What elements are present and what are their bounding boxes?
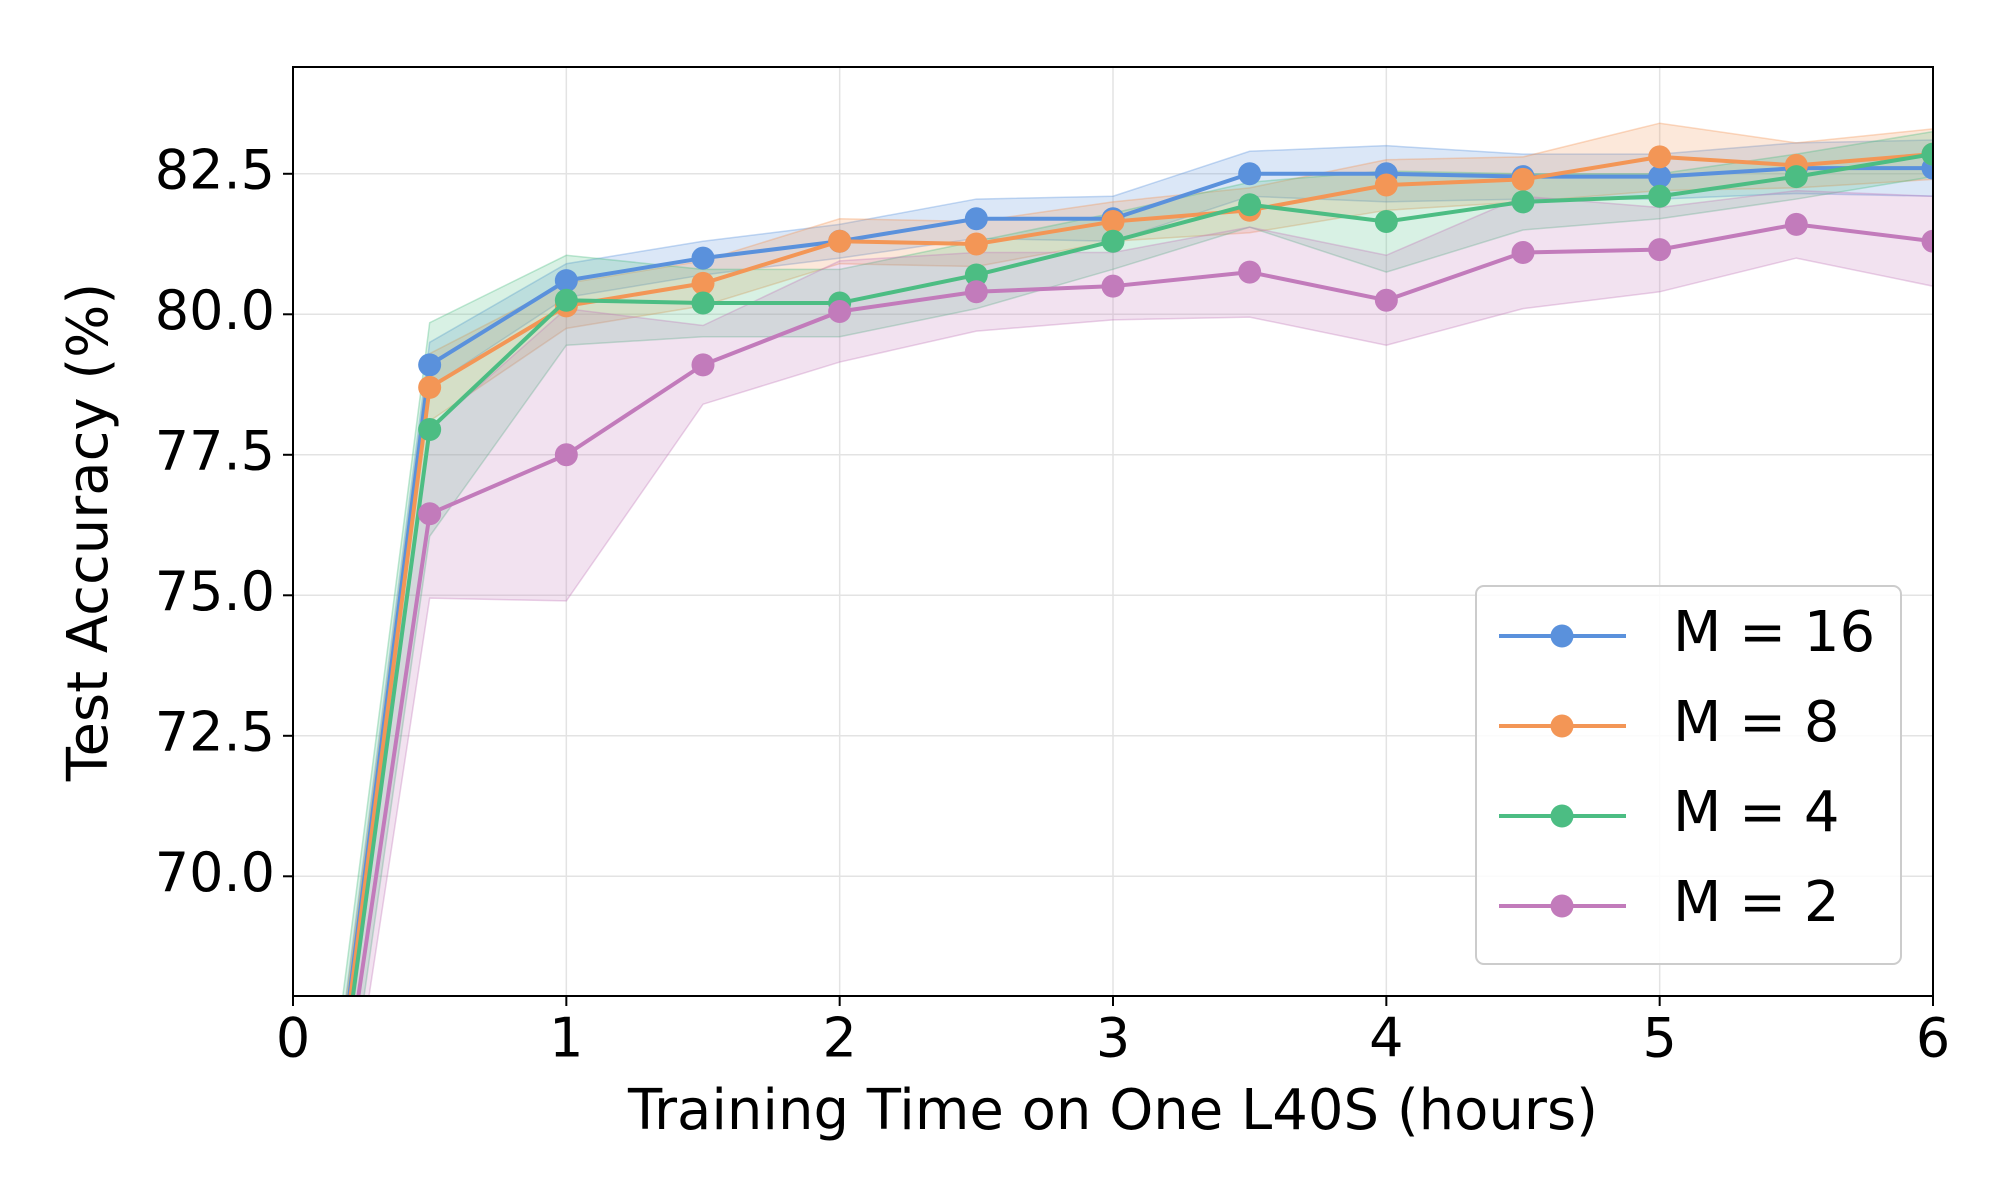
y-axis-label: Test Accuracy (%) [56, 283, 121, 782]
legend-marker [1550, 804, 1574, 828]
data-point [1784, 165, 1808, 189]
x-tick-label: 5 [1642, 1007, 1676, 1070]
data-point [418, 375, 442, 399]
legend-label: M = 8 [1673, 690, 1839, 755]
data-point [1238, 260, 1262, 284]
data-point [1511, 240, 1535, 264]
error-band [342, 130, 1933, 996]
y-tick-label: 77.5 [155, 419, 275, 482]
data-point [691, 353, 715, 377]
legend-box [1475, 585, 1902, 965]
legend-label: M = 2 [1673, 870, 1839, 935]
data-point [554, 443, 578, 467]
data-point [828, 299, 852, 323]
legend-marker [1550, 714, 1574, 738]
data-point [1238, 193, 1262, 217]
axes: 0 1 2 3 4 5 6 70.0 72.5 75.0 77.5 80.0 82.5 [155, 138, 1950, 1069]
data-point [1921, 229, 1933, 253]
data-point [828, 229, 852, 253]
error-band [345, 122, 1933, 996]
legend-marker [1550, 894, 1574, 918]
data-point [964, 280, 988, 304]
data-point [1511, 190, 1535, 214]
data-point [1101, 274, 1125, 298]
x-axis-label: Training Time on One L40S (hours) [627, 1078, 1598, 1143]
legend-label: M = 4 [1673, 780, 1839, 845]
data-point [418, 502, 442, 526]
data-point [1648, 145, 1672, 169]
data-point [1374, 288, 1398, 312]
data-point [1648, 165, 1672, 189]
data-point [1374, 173, 1398, 197]
plot-area [342, 122, 1933, 996]
y-tick-label: 82.5 [155, 138, 275, 201]
data-point [1648, 238, 1672, 262]
data-point [691, 291, 715, 315]
legend-label: M = 16 [1673, 600, 1875, 665]
data-point [964, 207, 988, 231]
data-point [1101, 210, 1125, 234]
data-point [964, 263, 988, 287]
data-point [1784, 212, 1808, 236]
data-point [964, 232, 988, 256]
data-point [1374, 210, 1398, 234]
data-point [1101, 229, 1125, 253]
y-tick-label: 72.5 [155, 700, 275, 763]
legend-marker [1550, 624, 1574, 648]
data-point [1238, 162, 1262, 186]
error-band [347, 189, 1933, 996]
data-point [1648, 184, 1672, 208]
data-point [691, 271, 715, 295]
x-tick-label: 2 [822, 1007, 856, 1070]
data-point [691, 246, 715, 270]
x-tick-label: 1 [549, 1007, 583, 1070]
data-point [418, 353, 442, 377]
x-tick-label: 6 [1916, 1007, 1950, 1070]
data-point [1511, 167, 1535, 191]
data-point [1921, 142, 1933, 166]
data-point [554, 288, 578, 312]
legend: M = 16 M = 8 M = 4 M = 2 [1475, 585, 1902, 965]
y-tick-label: 70.0 [155, 841, 275, 904]
y-tick-label: 80.0 [155, 279, 275, 342]
y-tick-label: 75.0 [155, 560, 275, 623]
x-tick-label: 4 [1369, 1007, 1403, 1070]
data-point [554, 269, 578, 293]
x-tick-label: 3 [1096, 1007, 1130, 1070]
x-tick-label: 0 [276, 1007, 310, 1070]
data-point [418, 417, 442, 441]
